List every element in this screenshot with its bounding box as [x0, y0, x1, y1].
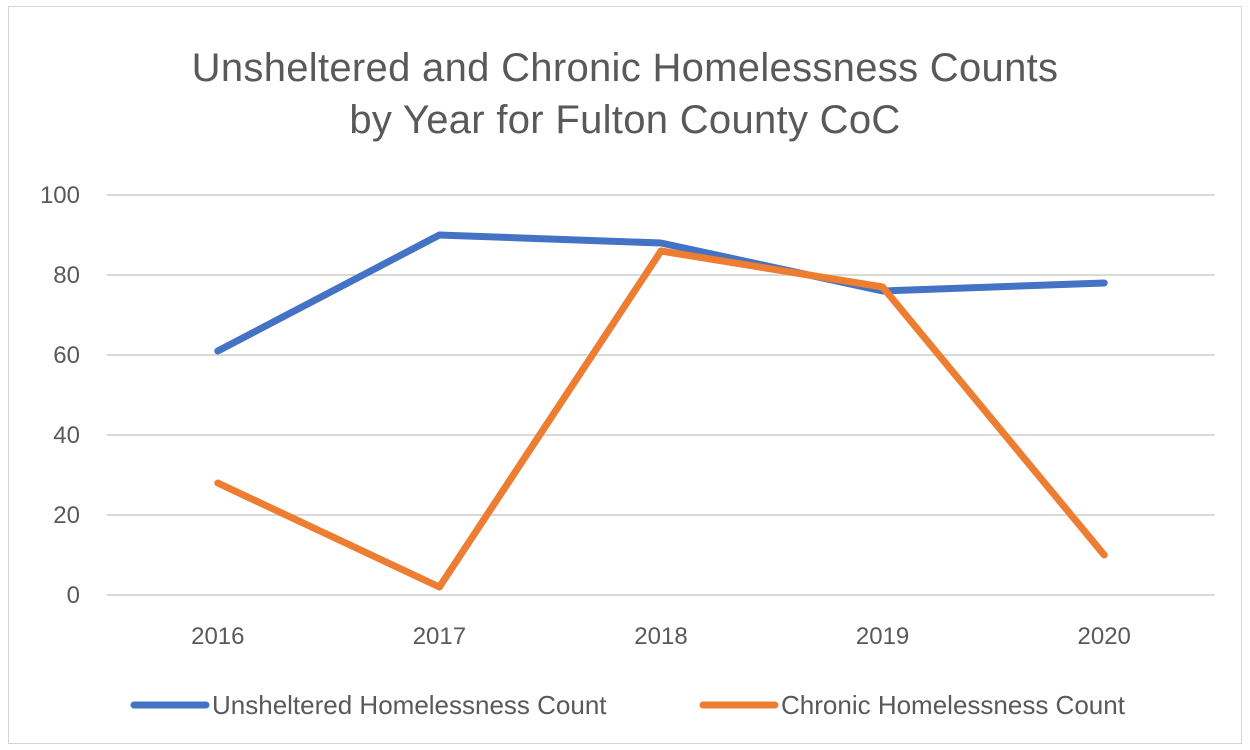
x-tick-label: 2017: [413, 623, 466, 650]
y-tick-label: 20: [53, 502, 80, 529]
series-lines: [214, 231, 1108, 591]
gridlines: [107, 194, 1215, 596]
y-axis-tick-labels: 0 20 40 60 80 100: [40, 182, 80, 609]
series-line-1: [214, 231, 1108, 355]
chart-title-line-1: Unsheltered and Chronic Homelessness Cou…: [191, 46, 1059, 90]
x-axis-tick-labels: 2016 2017 2018 2019 2020: [191, 623, 1131, 650]
chart-title: Unsheltered and Chronic Homelessness Cou…: [0, 42, 1250, 146]
chart-title-line-2: by Year for Fulton County CoC: [349, 98, 901, 142]
x-tick-label: 2020: [1078, 623, 1131, 650]
chart-area: [8, 6, 1242, 744]
legend-label-2: Chronic Homelessness Count: [781, 690, 1126, 720]
y-tick-label: 100: [40, 182, 80, 209]
y-tick-label: 40: [53, 422, 80, 449]
y-tick-label: 60: [53, 342, 80, 369]
series-line-2: [214, 247, 1108, 591]
x-tick-label: 2019: [856, 623, 909, 650]
y-tick-label: 0: [67, 582, 80, 609]
x-tick-label: 2016: [191, 623, 244, 650]
x-tick-label: 2018: [634, 623, 687, 650]
legend: Unsheltered Homelessness Count Chronic Ho…: [130, 690, 1126, 720]
legend-label-1: Unsheltered Homelessness Count: [212, 690, 607, 720]
y-tick-label: 80: [53, 262, 80, 289]
